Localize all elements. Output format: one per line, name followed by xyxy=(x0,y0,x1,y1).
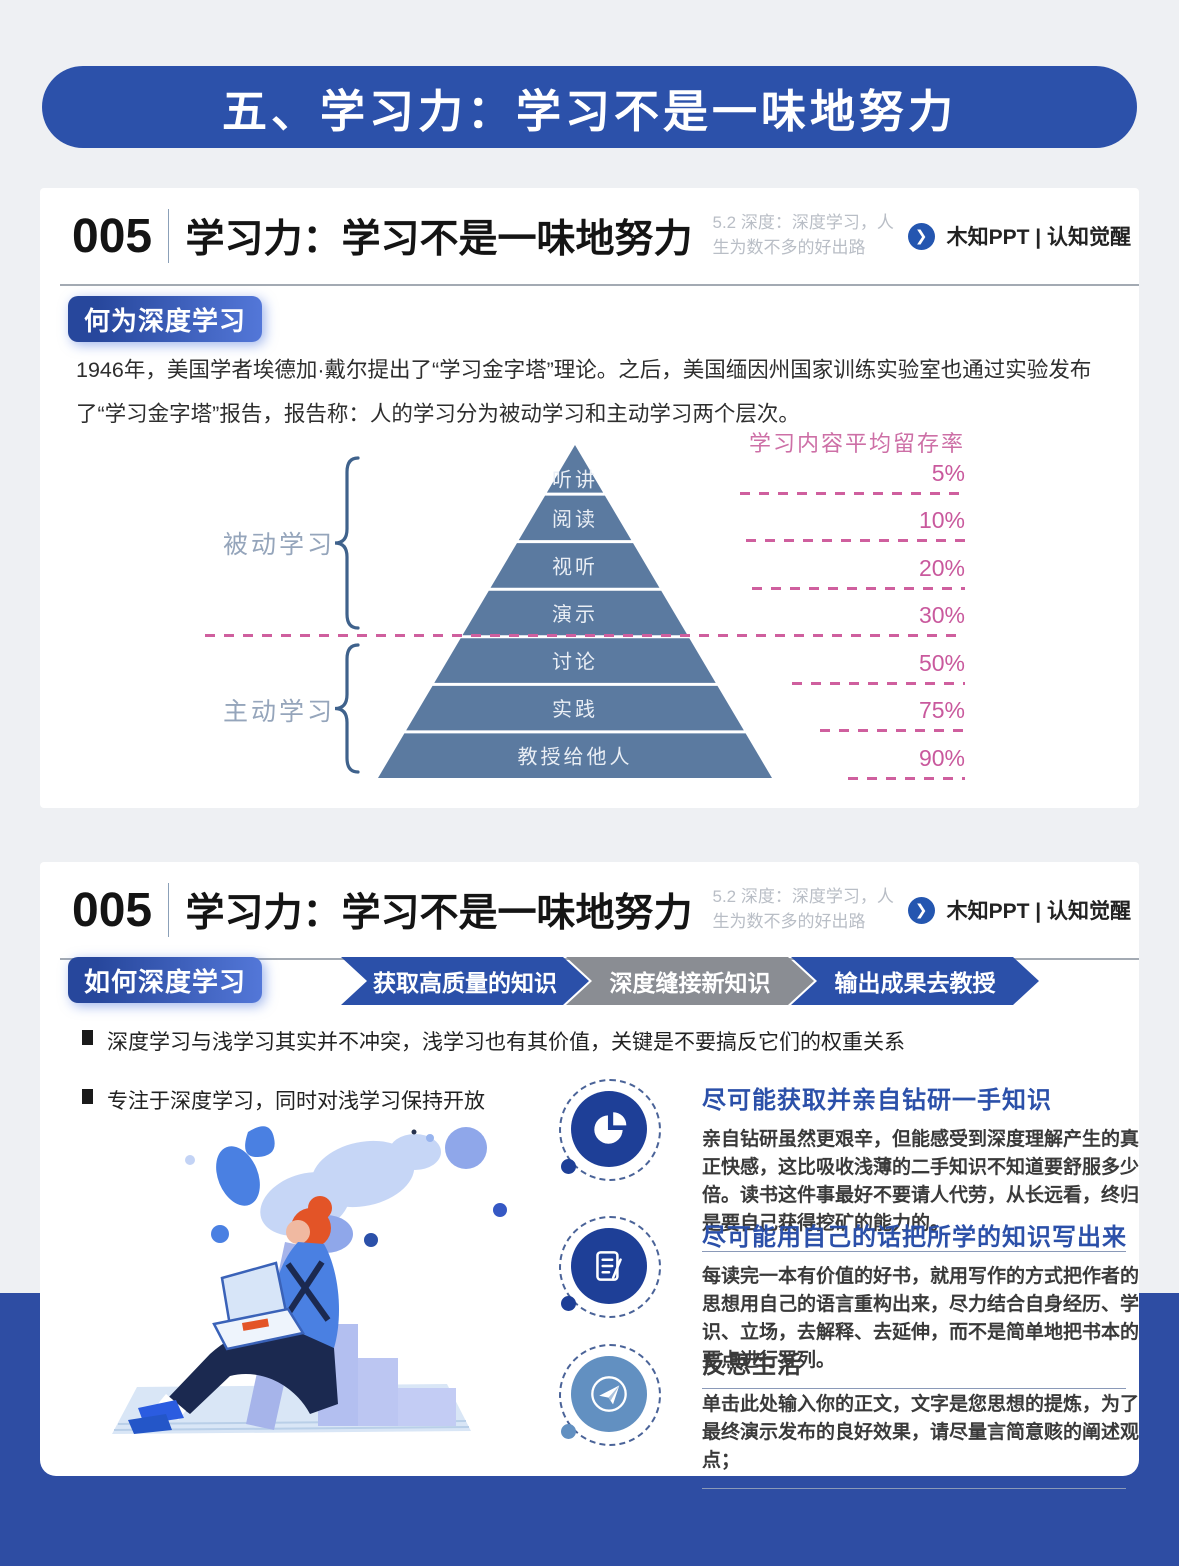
feature-body: 亲自钻研虽然更艰辛，但能感受到深度理解产生的真正快感，这比吸收浅薄的二手知识不知… xyxy=(702,1129,1140,1235)
retention-value: 5% xyxy=(931,459,965,486)
person-laptop-illustration xyxy=(112,1126,507,1434)
svg-text:讨论: 讨论 xyxy=(552,651,598,674)
svg-text:视听: 视听 xyxy=(552,555,598,578)
svg-text:阅读: 阅读 xyxy=(552,508,598,531)
brand-row: ❯ 木知PPT | 认知觉醒 xyxy=(907,221,1139,251)
page-title-banner: 五、学习力：学习不是一味地努力 xyxy=(42,66,1137,148)
brand-label: 木知PPT | 认知觉醒 xyxy=(946,226,1131,249)
list-item: 专注于深度学习，同时对浅学习保持开放 xyxy=(82,1085,1092,1115)
divider xyxy=(168,883,170,937)
retention-value: 30% xyxy=(918,602,965,629)
feature-body: 每读完一本有价值的好书，就用写作的方式把作者的思想用自己的语言重构出来，尽力结合… xyxy=(702,1266,1140,1372)
feature-title: 反思生活 xyxy=(702,1352,802,1379)
group-label-active: 主动学习 xyxy=(223,698,336,726)
process-step: 输出成果去教授 xyxy=(791,957,1039,1005)
note-pencil-icon xyxy=(555,1212,665,1322)
page-title: 五、学习力：学习不是一味地努力 xyxy=(221,85,957,137)
slide-number: 005 xyxy=(72,209,153,263)
section-badge-how: 如何深度学习 xyxy=(68,957,262,1003)
paper-plane-icon xyxy=(555,1340,665,1450)
chevron-right-icon: ❯ xyxy=(907,222,935,250)
card-subtitle: 5.2 深度：深度学习，人生为数不多的好出路 xyxy=(712,213,894,257)
retention-dash-line xyxy=(746,539,965,543)
group-label-passive: 被动学习 xyxy=(223,531,336,559)
divider xyxy=(702,1488,1126,1490)
retention-value: 10% xyxy=(918,507,965,534)
feature-title: 尽可能获取并亲自钻研一手知识 xyxy=(702,1087,1052,1114)
brand-label: 木知PPT | 认知觉醒 xyxy=(946,900,1131,923)
divider xyxy=(702,1388,1126,1390)
retention-value: 75% xyxy=(918,697,965,724)
divider xyxy=(702,1251,1126,1253)
slide-number: 005 xyxy=(72,883,153,937)
feature-rewrite-in-own-words: 尽可能用自己的话把所学的知识写出来 每读完一本有价值的好书，就用写作的方式把作者… xyxy=(555,1212,1140,1390)
pie-chart-icon xyxy=(555,1075,665,1185)
svg-text:教授给他人: 教授给他人 xyxy=(518,746,633,769)
retention-dash-line xyxy=(848,777,965,780)
retention-dash-line xyxy=(820,729,965,733)
card-subtitle: 5.2 深度：深度学习，人生为数不多的好出路 xyxy=(712,887,894,931)
square-bullet-icon xyxy=(82,1089,93,1104)
list-item: 深度学习与浅学习其实并不冲突，浅学习也有其价值，关键是不要搞反它们的权重关系 xyxy=(82,1026,1092,1056)
card-header: 005 学习力：学习不是一味地努力 5.2 深度：深度学习，人生为数不多的好出路… xyxy=(60,862,1139,960)
retention-dash-line xyxy=(792,681,965,685)
process-step: 获取高质量的知识 xyxy=(341,957,589,1005)
card-title: 学习力：学习不是一味地努力 xyxy=(185,892,693,935)
svg-text:听讲: 听讲 xyxy=(552,469,598,492)
intro-paragraph: 1946年，美国学者埃德加·戴尔提出了“学习金字塔”理论。之后，美国缅因州国家训… xyxy=(76,358,1092,427)
process-steps: 获取高质量的知识 深度缝接新知识 输出成果去教授 xyxy=(341,957,1039,1005)
chevron-right-icon: ❯ xyxy=(907,896,935,924)
divider xyxy=(168,209,170,263)
section-badge-what: 何为深度学习 xyxy=(68,296,262,342)
square-bullet-icon xyxy=(82,1030,93,1045)
process-step: 深度缝接新知识 xyxy=(566,957,814,1005)
retention-value: 20% xyxy=(918,554,965,581)
bullet-list: 深度学习与浅学习其实并不冲突，浅学习也有其价值，关键是不要搞反它们的权重关系 专注… xyxy=(82,1026,1092,1144)
retention-dash-line xyxy=(740,491,965,495)
chart-title: 学习内容平均留存率 xyxy=(748,431,965,456)
card-what-is-deep-learning: 005 学习力：学习不是一味地努力 5.2 深度：深度学习，人生为数不多的好出路… xyxy=(40,188,1139,808)
svg-text:实践: 实践 xyxy=(552,698,598,721)
svg-text:演示: 演示 xyxy=(552,603,598,626)
brand-row: ❯ 木知PPT | 认知觉醒 xyxy=(907,895,1139,925)
learning-pyramid-chart: 听讲阅读视听演示讨论实践教授给他人 学习内容平均留存率 5% 10% 20% 30% 5… xyxy=(40,420,1139,800)
retention-value: 90% xyxy=(918,745,965,771)
card-header: 005 学习力：学习不是一味地努力 5.2 深度：深度学习，人生为数不多的好出路… xyxy=(60,188,1139,286)
feature-title: 尽可能用自己的话把所学的知识写出来 xyxy=(702,1224,1127,1251)
feature-reflect-on-life: 反思生活 单击此处输入你的正文，文字是您思想的提炼，为了最终演示发布的良好效果，… xyxy=(555,1340,1140,1490)
card-how-to-deep-learn: 005 学习力：学习不是一味地努力 5.2 深度：深度学习，人生为数不多的好出路… xyxy=(40,862,1140,1490)
retention-value: 50% xyxy=(918,649,965,676)
retention-dash-line xyxy=(205,634,965,638)
feature-body: 单击此处输入你的正文，文字是您思想的提炼，为了最终演示发布的良好效果，请尽量言简… xyxy=(702,1394,1140,1472)
retention-dash-line xyxy=(752,586,965,590)
card-title: 学习力：学习不是一味地努力 xyxy=(185,218,693,261)
feature-first-hand-knowledge: 尽可能获取并亲自钻研一手知识 亲自钻研虽然更艰辛，但能感受到深度理解产生的真正快… xyxy=(555,1075,1140,1253)
